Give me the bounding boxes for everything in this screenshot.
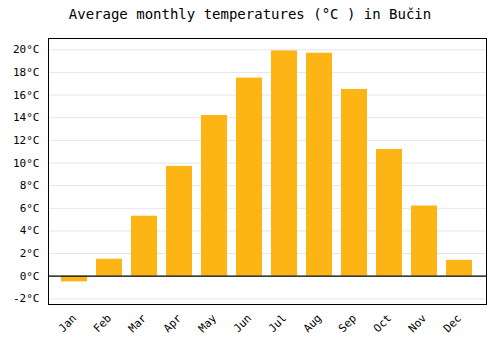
- svg-text:12°C: 12°C: [13, 134, 40, 147]
- html-text:Average monthly temperatures (: Average monthly temperatures (°C ) in Bu…: [68, 6, 432, 22]
- svg-text:Oct: Oct: [371, 312, 394, 335]
- svg-text:16°C: 16°C: [13, 89, 40, 102]
- svg-text:Aug: Aug: [301, 312, 324, 335]
- svg-text:Sep: Sep: [336, 312, 359, 335]
- svg-text:2°C: 2°C: [20, 247, 40, 260]
- svg-text:14°C: 14°C: [13, 111, 40, 124]
- svg-text:Feb: Feb: [91, 312, 114, 335]
- svg-text:18°C: 18°C: [13, 66, 40, 79]
- svg-text:4°C: 4°C: [20, 224, 40, 237]
- svg-text:8°C: 8°C: [20, 179, 40, 192]
- svg-text:May: May: [196, 311, 220, 335]
- svg-text:20°C: 20°C: [13, 43, 40, 56]
- svg-text:Mar: Mar: [126, 311, 150, 335]
- svg-text:Jun: Jun: [231, 312, 254, 335]
- svg-text:Nov: Nov: [406, 311, 430, 335]
- svg-text:Jul: Jul: [266, 312, 289, 335]
- svg-text:0°C: 0°C: [20, 270, 40, 283]
- svg-text:Jan: Jan: [56, 312, 79, 335]
- svg-text:10°C: 10°C: [13, 157, 40, 170]
- svg-text:Apr: Apr: [161, 311, 185, 335]
- svg-text:Dec: Dec: [441, 312, 464, 335]
- svg-text:6°C: 6°C: [20, 202, 40, 215]
- svg-text:-2°C: -2°C: [13, 292, 40, 305]
